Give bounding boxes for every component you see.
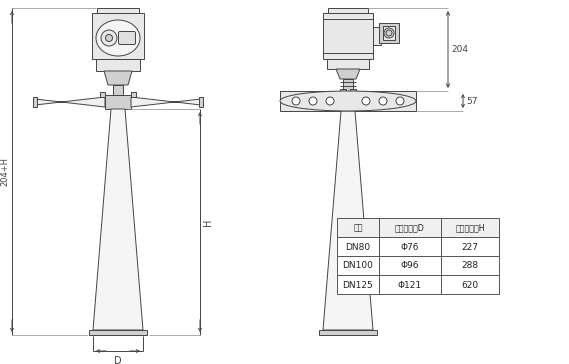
- Bar: [337, 275, 379, 294]
- Bar: [105, 95, 131, 109]
- Bar: [350, 89, 356, 95]
- Polygon shape: [93, 109, 143, 330]
- Bar: [323, 13, 373, 59]
- Circle shape: [326, 97, 334, 105]
- Text: 57: 57: [466, 96, 477, 106]
- Circle shape: [379, 97, 387, 105]
- Polygon shape: [323, 111, 373, 330]
- Circle shape: [309, 97, 317, 105]
- Text: DN100: DN100: [343, 261, 373, 270]
- Text: 喇叭口直径D: 喇叭口直径D: [395, 223, 425, 233]
- Bar: [379, 256, 441, 275]
- Bar: [337, 218, 379, 237]
- Circle shape: [386, 30, 392, 36]
- FancyBboxPatch shape: [118, 32, 135, 44]
- Bar: [441, 256, 499, 275]
- Bar: [379, 237, 441, 256]
- Text: 204: 204: [451, 45, 468, 54]
- Bar: [340, 89, 346, 95]
- Circle shape: [362, 97, 370, 105]
- Ellipse shape: [96, 20, 140, 56]
- Bar: [441, 275, 499, 294]
- Text: DN125: DN125: [343, 281, 373, 289]
- Text: 288: 288: [461, 261, 479, 270]
- Bar: [337, 256, 379, 275]
- Text: H: H: [203, 218, 213, 226]
- Bar: [92, 13, 144, 59]
- Text: Φ76: Φ76: [401, 242, 419, 252]
- Circle shape: [396, 97, 404, 105]
- Bar: [379, 23, 399, 43]
- Text: D: D: [114, 356, 122, 364]
- Polygon shape: [336, 69, 360, 79]
- Polygon shape: [35, 97, 105, 107]
- Bar: [100, 92, 105, 97]
- Polygon shape: [104, 71, 132, 85]
- Bar: [379, 218, 441, 237]
- Text: Φ121: Φ121: [398, 281, 422, 289]
- Bar: [199, 97, 203, 107]
- Bar: [327, 59, 369, 69]
- Bar: [280, 91, 416, 111]
- Bar: [96, 59, 140, 71]
- Text: 620: 620: [461, 281, 479, 289]
- Polygon shape: [131, 97, 201, 107]
- Text: 227: 227: [461, 242, 479, 252]
- Bar: [441, 218, 499, 237]
- Circle shape: [105, 35, 113, 41]
- Bar: [319, 330, 377, 335]
- Text: 法兰: 法兰: [353, 223, 363, 233]
- Bar: [373, 27, 381, 45]
- Text: 204+H: 204+H: [0, 157, 9, 186]
- Bar: [105, 44, 114, 51]
- Ellipse shape: [280, 91, 416, 111]
- Bar: [89, 330, 147, 335]
- Bar: [337, 237, 379, 256]
- Bar: [383, 26, 395, 40]
- Text: DN80: DN80: [345, 242, 370, 252]
- Circle shape: [292, 97, 300, 105]
- Circle shape: [384, 28, 394, 38]
- Bar: [328, 8, 368, 13]
- Bar: [131, 92, 136, 97]
- Circle shape: [101, 30, 117, 46]
- Bar: [33, 97, 37, 107]
- Bar: [379, 275, 441, 294]
- Bar: [113, 85, 123, 95]
- Bar: [97, 8, 139, 13]
- Text: Φ96: Φ96: [401, 261, 419, 270]
- Bar: [441, 237, 499, 256]
- Bar: [343, 79, 353, 91]
- Text: 喇叭口高度H: 喇叭口高度H: [455, 223, 485, 233]
